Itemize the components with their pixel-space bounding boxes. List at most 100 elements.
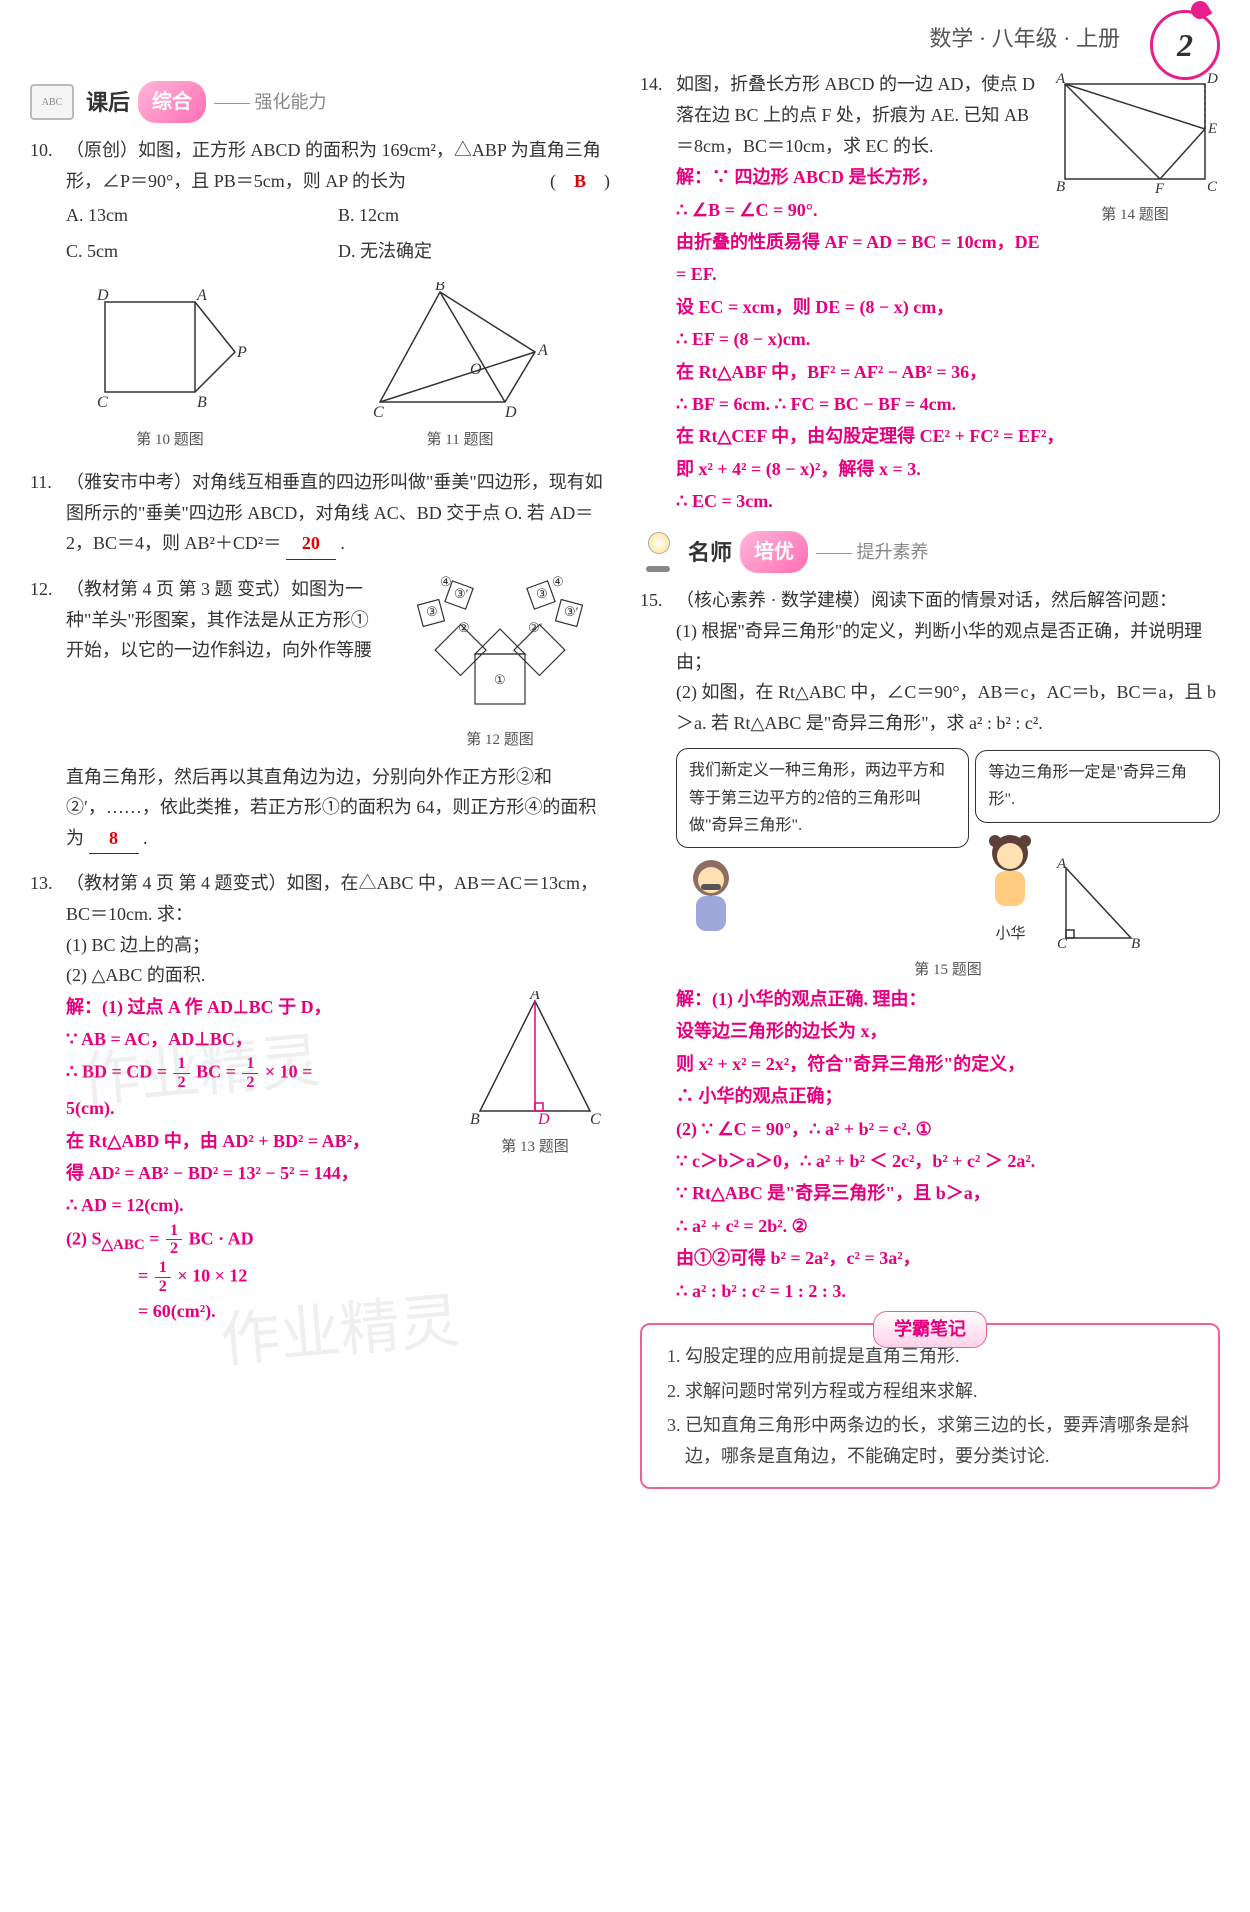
svg-text:A: A bbox=[537, 342, 548, 359]
left-column: ABC 课后 综合 —— 强化能力 10. （原创）如图，正方形 ABCD 的面… bbox=[30, 69, 610, 1489]
sol15-l7: ∵ Rt△ABC 是"奇异三角形"，且 b＞a， bbox=[676, 1177, 1220, 1209]
section-b-sub: —— 提升素养 bbox=[816, 537, 929, 568]
page-header: 数学 · 八年级 · 上册 bbox=[30, 20, 1220, 57]
problem-10-options: A. 13cm B. 12cm C. 5cm D. 无法确定 bbox=[30, 197, 610, 270]
sol14-l6: 在 Rt△ABF 中，BF² = AF² − AB² = 36， bbox=[676, 356, 1220, 388]
section-b-pre: 名师 bbox=[688, 534, 732, 571]
problem-11: 11. （雅安市中考）对角线互相垂直的四边形叫做"垂美"四边形，现有如图所示的"… bbox=[30, 467, 610, 560]
fig-13-caption: 第 13 题图 bbox=[501, 1139, 569, 1155]
notes-title: 学霸笔记 bbox=[873, 1311, 987, 1348]
sol13-l3c: × 10 = bbox=[265, 1062, 313, 1082]
fig-13: A B C D 第 13 题图 bbox=[460, 991, 610, 1161]
svg-text:①: ① bbox=[494, 672, 506, 687]
sol13-l9a: = bbox=[138, 1265, 153, 1285]
avatar-teacher-icon bbox=[676, 848, 746, 938]
problem-15-text: （核心素养 · 数学建模）阅读下面的情景对话，然后解答问题： bbox=[676, 590, 1177, 610]
sol14-l8: 在 Rt△CEF 中，由勾股定理得 CE² + FC² = EF²， bbox=[676, 420, 1220, 452]
problem-10-num: 10. bbox=[30, 135, 66, 166]
problem-13-num: 13. bbox=[30, 868, 66, 899]
problem-10-text: （原创）如图，正方形 ABCD 的面积为 169cm²，△ABP 为直角三角形，… bbox=[66, 140, 601, 191]
sol15-l4: ∴ 小华的观点正确； bbox=[676, 1080, 1220, 1112]
sol15-l5: (2) ∵ ∠C = 90°，∴ a² + b² = c². ① bbox=[676, 1113, 1220, 1145]
problem-14-num: 14. bbox=[640, 69, 676, 100]
svg-text:D: D bbox=[537, 1111, 550, 1128]
sol13-l8sub: △ABC bbox=[102, 1237, 145, 1253]
section-b-badge: 培优 bbox=[740, 531, 808, 573]
fig-10-caption: 第 10 题图 bbox=[136, 432, 204, 448]
sol15-l10: ∴ a² : b² : c² = 1 : 2 : 3. bbox=[676, 1275, 1220, 1307]
section-a-pre: 课后 bbox=[86, 84, 130, 121]
svg-text:③′: ③′ bbox=[564, 604, 579, 619]
fig-12: ① ②②′ ③③′ ③③′ ④④ 第 12 题图 bbox=[390, 574, 610, 754]
sol13-l8c: BC · AD bbox=[189, 1228, 254, 1248]
svg-text:③′: ③′ bbox=[454, 586, 469, 601]
sol14-l10: ∴ EC = 3cm. bbox=[676, 485, 1220, 517]
avatar-xiaohua-icon bbox=[975, 823, 1045, 913]
problem-12-num: 12. bbox=[30, 574, 66, 605]
opt-d: D. 无法确定 bbox=[338, 236, 610, 267]
sol15-l9: 由①②可得 b² = 2a²，c² = 3a²， bbox=[676, 1242, 1220, 1274]
opt-a: A. 13cm bbox=[66, 200, 338, 231]
fig-14: AD BC FE 第 14 题图 bbox=[1050, 69, 1220, 229]
problem-13: 13. （教材第 4 页 第 4 题变式）如图，在△ABC 中，AB＝AC＝13… bbox=[30, 868, 610, 1327]
section-b-header: 名师 培优 —— 提升素养 bbox=[640, 531, 1220, 573]
svg-text:A: A bbox=[529, 991, 540, 1003]
fig-15-caption: 第 15 题图 bbox=[676, 958, 1220, 984]
svg-text:C: C bbox=[1057, 936, 1068, 948]
sol14-l4: 设 EC = xcm，则 DE = (8 − x) cm， bbox=[676, 291, 1220, 323]
svg-text:C: C bbox=[97, 394, 108, 411]
sol13-l7: ∴ AD = 12(cm). bbox=[66, 1189, 610, 1221]
svg-text:D: D bbox=[1206, 71, 1218, 87]
sol13-l3a: ∴ BD = CD = bbox=[66, 1062, 171, 1082]
problem-15: 15. （核心素养 · 数学建模）阅读下面的情景对话，然后解答问题： (1) 根… bbox=[640, 585, 1220, 1307]
fig-15-triangle: ACB bbox=[1051, 858, 1141, 948]
sol15-l3: 则 x² + x² = 2x²，符合"奇异三角形"的定义， bbox=[676, 1048, 1220, 1080]
svg-text:B: B bbox=[435, 282, 445, 294]
problem-15-q2: (2) 如图，在 Rt△ABC 中，∠C＝90°，AB＝c，AC＝b，BC＝a，… bbox=[676, 677, 1220, 738]
problem-12-answer: 8 bbox=[89, 823, 139, 855]
problem-15-num: 15. bbox=[640, 585, 676, 616]
section-a-badge: 综合 bbox=[138, 81, 206, 123]
fig-11-caption: 第 11 题图 bbox=[427, 432, 494, 448]
svg-text:B: B bbox=[197, 394, 207, 411]
page-number: 2 bbox=[1177, 18, 1193, 72]
svg-text:C: C bbox=[590, 1111, 601, 1128]
problem-13-q2: (2) △ABC 的面积. bbox=[66, 960, 610, 991]
sol14-l5: ∴ EF = (8 − x)cm. bbox=[676, 323, 1220, 355]
abc-book-icon: ABC bbox=[30, 84, 74, 120]
sol15-l2: 设等边三角形的边长为 x， bbox=[676, 1015, 1220, 1047]
xiaohua-label: 小华 bbox=[975, 922, 1045, 948]
problem-13-q1: (1) BC 边上的高； bbox=[66, 930, 610, 961]
svg-text:A: A bbox=[196, 287, 207, 304]
svg-text:④: ④ bbox=[440, 574, 452, 589]
svg-text:③: ③ bbox=[536, 586, 548, 601]
problem-15-q1: (1) 根据"奇异三角形"的定义，判断小华的观点是否正确，并说明理由； bbox=[676, 616, 1220, 677]
sol13-l3b: BC = bbox=[196, 1062, 240, 1082]
notes-box: 学霸笔记 勾股定理的应用前提是直角三角形. 求解问题时常列方程或方程组来求解. … bbox=[640, 1323, 1220, 1489]
bubble-xiaohua: 等边三角形一定是"奇异三角形". bbox=[975, 750, 1220, 822]
svg-text:C: C bbox=[373, 404, 384, 421]
right-column: 14. AD BC FE bbox=[640, 69, 1220, 1489]
svg-text:B: B bbox=[470, 1111, 480, 1128]
svg-text:③: ③ bbox=[426, 604, 438, 619]
bubble-teacher: 我们新定义一种三角形，两边平方和等于第三边平方的2倍的三角形叫做"奇异三角形". bbox=[676, 748, 969, 848]
problem-10-answer: B bbox=[574, 171, 586, 191]
svg-text:A: A bbox=[1055, 71, 1066, 87]
svg-text:B: B bbox=[1131, 936, 1140, 948]
sol14-l9: 即 x² + 4² = (8 − x)²，解得 x = 3. bbox=[676, 453, 1220, 485]
sol13-l10: = 60(cm²). bbox=[66, 1295, 610, 1327]
svg-text:②′: ②′ bbox=[528, 620, 543, 635]
sol14-l3: 由折叠的性质易得 AF = AD = BC = 10cm，DE = EF. bbox=[676, 226, 1220, 291]
opt-c: C. 5cm bbox=[66, 236, 338, 267]
problem-15-solution: 解：(1) 小华的观点正确. 理由： 设等边三角形的边长为 x， 则 x² + … bbox=[676, 983, 1220, 1307]
problem-12: 12. bbox=[30, 574, 610, 854]
sol13-l8a: (2) S bbox=[66, 1228, 102, 1248]
sol14-l7: ∴ BF = 6cm. ∴ FC = BC − BF = 4cm. bbox=[676, 388, 1220, 420]
svg-text:O: O bbox=[470, 361, 482, 378]
problem-14: 14. AD BC FE bbox=[640, 69, 1220, 517]
sol13-l9b: × 10 × 12 bbox=[177, 1265, 247, 1285]
problem-14-text: 如图，折叠长方形 ABCD 的一边 AD，使点 D 落在边 BC 上的点 F 处… bbox=[676, 74, 1035, 155]
problem-12-suffix: . bbox=[143, 828, 148, 848]
note-3: 已知直角三角形中两条边的长，求第三边的长，要弄清哪条是斜边，哪条是直角边，不能确… bbox=[685, 1410, 1202, 1471]
sol13-l8b: = bbox=[149, 1228, 164, 1248]
